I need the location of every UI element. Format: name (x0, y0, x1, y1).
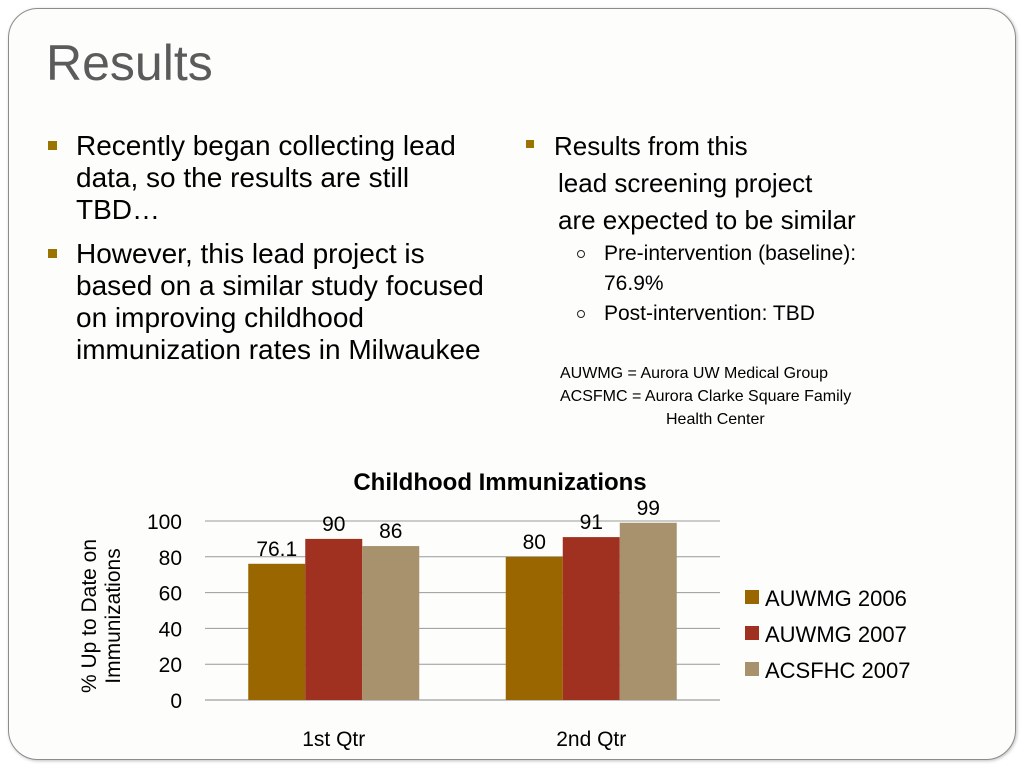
x-tick-label: 2nd Qtr (556, 728, 626, 751)
data-label: 76.1 (256, 538, 297, 561)
abbreviation-note: AUWMG = Aurora UW Medical Group ACSFMC =… (560, 362, 851, 431)
data-label: 86 (379, 520, 402, 543)
abbrev-line-3: Health Center (666, 411, 765, 428)
chart-title: Childhood Immunizations (353, 469, 646, 496)
legend-swatch (745, 590, 759, 604)
y-tick-label: 100 (147, 511, 182, 534)
right-bullet: Results from this (520, 128, 950, 165)
data-label: 90 (322, 513, 345, 536)
left-bullet-2: However, this lead project is based on a… (44, 238, 484, 366)
legend-label: AUWMG 2007 (765, 622, 907, 647)
right-bullet-line-2: lead screening project (558, 168, 813, 198)
hollow-circle-bullet-icon (577, 250, 585, 258)
abbrev-line-2: ACSFMC = Aurora Clarke Square Family (560, 388, 852, 405)
sub-item-pre-line-1: Pre-intervention (baseline): (604, 242, 857, 265)
bar-acsfhc-2007-2nd-qtr (619, 522, 677, 700)
data-labels: 76.1 90 86 80 91 99 (256, 497, 660, 561)
data-label: 80 (523, 531, 546, 554)
bar-auwmg-2006-2nd-qtr (505, 556, 563, 700)
legend-label: ACSFHC 2007 (765, 658, 911, 683)
square-bullet-icon (48, 141, 57, 150)
x-tick-labels: 1st Qtr 2nd Qtr (302, 728, 626, 751)
bar-auwmg-2006-1st-qtr (248, 563, 306, 700)
left-bullet-text-1: Recently began collecting lead data, so … (76, 130, 456, 225)
sub-item-pre-line-2: 76.9% (604, 272, 664, 295)
right-bullet-line-1: Results from this (554, 131, 748, 161)
y-tick-labels: 0 20 40 60 80 100 (147, 511, 182, 713)
abbrev-line-1: AUWMG = Aurora UW Medical Group (560, 365, 829, 382)
y-axis-title: % Up to Date on Immunizations (78, 539, 125, 693)
hollow-circle-bullet-icon (577, 310, 585, 318)
y-tick-label: 40 (159, 618, 182, 641)
y-tick-label: 20 (159, 654, 182, 677)
bar-auwmg-2007-1st-qtr (305, 538, 363, 700)
slide-title: Results (46, 35, 213, 91)
chart-legend: AUWMG 2006 AUWMG 2007 ACSFHC 2007 (745, 586, 911, 683)
legend-swatch (745, 662, 759, 676)
square-bullet-icon (48, 249, 57, 258)
right-bullet-line-3: are expected to be similar (558, 205, 856, 235)
bars (248, 522, 677, 700)
bar-acsfhc-2007-1st-qtr (362, 546, 420, 700)
bar-auwmg-2007-2nd-qtr (562, 537, 620, 700)
y-tick-label: 0 (170, 690, 182, 713)
sub-item-post: Post-intervention: TBD (520, 299, 950, 329)
left-bullet-text-2: However, this lead project is based on a… (76, 238, 484, 365)
data-label: 99 (637, 497, 660, 520)
square-bullet-icon (526, 140, 534, 148)
y-axis-title-line-2: Immunizations (102, 548, 125, 683)
sub-item-post-line-1: Post-intervention: TBD (604, 302, 815, 325)
legend-label: AUWMG 2006 (765, 586, 907, 611)
data-label: 91 (580, 511, 603, 534)
legend-swatch (745, 626, 759, 640)
y-tick-label: 60 (159, 583, 182, 606)
y-axis-title-line-1: % Up to Date on (78, 539, 101, 693)
sub-item-pre: Pre-intervention (baseline): (520, 239, 950, 269)
right-bullet-list: Results from this lead screening project… (520, 128, 950, 329)
y-tick-label: 80 (159, 547, 182, 570)
x-tick-label: 1st Qtr (302, 728, 365, 751)
left-bullet-1: Recently began collecting lead data, so … (44, 130, 484, 226)
left-bullet-list: Recently began collecting lead data, so … (44, 130, 484, 378)
